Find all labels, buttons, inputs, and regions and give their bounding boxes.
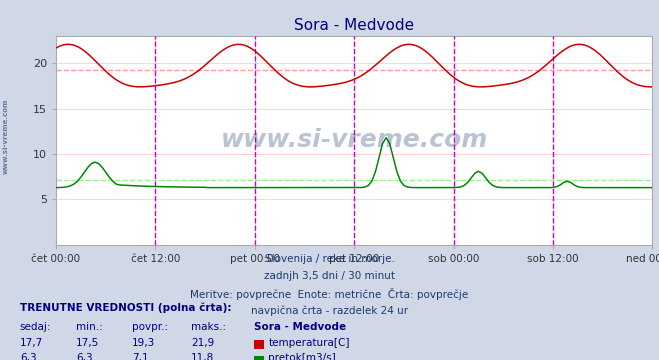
Text: 19,3: 19,3 bbox=[132, 338, 155, 348]
Text: 17,7: 17,7 bbox=[20, 338, 43, 348]
Text: navpična črta - razdelek 24 ur: navpična črta - razdelek 24 ur bbox=[251, 306, 408, 316]
Text: povpr.:: povpr.: bbox=[132, 322, 168, 332]
Text: temperatura[C]: temperatura[C] bbox=[268, 338, 350, 348]
Text: pretok[m3/s]: pretok[m3/s] bbox=[268, 353, 336, 360]
Text: maks.:: maks.: bbox=[191, 322, 226, 332]
Text: Slovenija / reke in morje.: Slovenija / reke in morje. bbox=[264, 254, 395, 264]
Text: 7,1: 7,1 bbox=[132, 353, 148, 360]
Text: www.si-vreme.com: www.si-vreme.com bbox=[2, 99, 9, 175]
Text: 21,9: 21,9 bbox=[191, 338, 214, 348]
Title: Sora - Medvode: Sora - Medvode bbox=[294, 18, 415, 33]
Text: 11,8: 11,8 bbox=[191, 353, 214, 360]
Text: sedaj:: sedaj: bbox=[20, 322, 51, 332]
Text: Meritve: povprečne  Enote: metrične  Črta: povprečje: Meritve: povprečne Enote: metrične Črta:… bbox=[190, 288, 469, 300]
Text: www.si-vreme.com: www.si-vreme.com bbox=[221, 129, 488, 152]
Text: min.:: min.: bbox=[76, 322, 103, 332]
Text: zadnjh 3,5 dni / 30 minut: zadnjh 3,5 dni / 30 minut bbox=[264, 271, 395, 281]
Text: 6,3: 6,3 bbox=[20, 353, 36, 360]
Text: 6,3: 6,3 bbox=[76, 353, 92, 360]
Text: 17,5: 17,5 bbox=[76, 338, 99, 348]
Text: TRENUTNE VREDNOSTI (polna črta):: TRENUTNE VREDNOSTI (polna črta): bbox=[20, 303, 231, 314]
Text: Sora - Medvode: Sora - Medvode bbox=[254, 322, 346, 332]
